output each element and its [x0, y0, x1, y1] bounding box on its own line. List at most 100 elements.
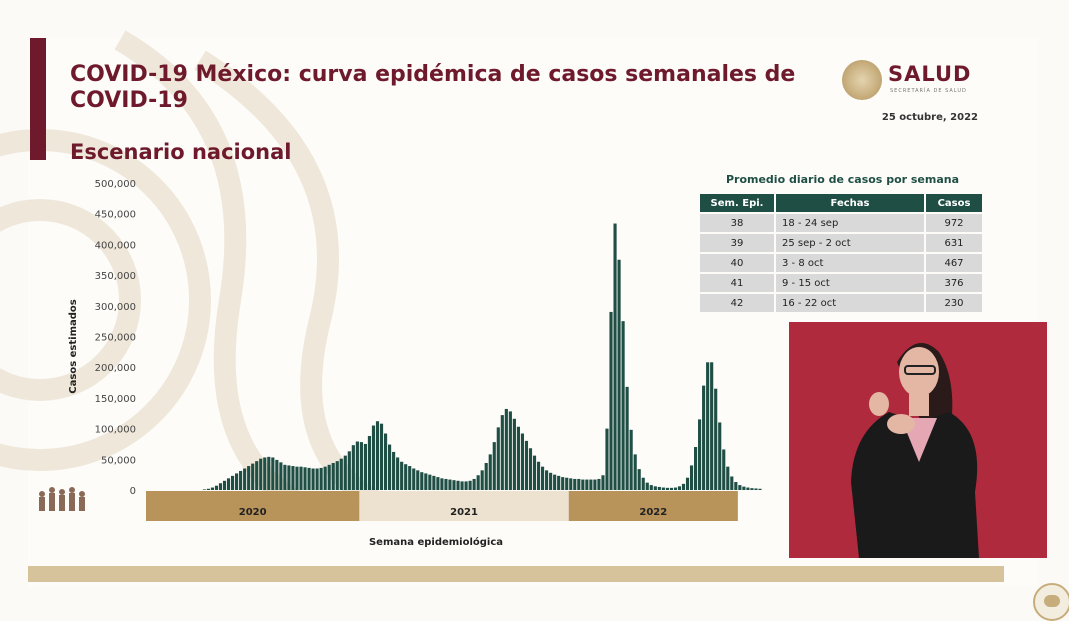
chart-bar	[577, 478, 581, 490]
weekly-cases-table: Sem. Epi. Fechas Casos 38 18 - 24 sep 97…	[698, 192, 984, 314]
cell-dates: 25 sep - 2 oct	[776, 234, 924, 252]
chart-bar	[428, 474, 432, 490]
chart-bar	[275, 459, 279, 490]
chart-bar	[295, 466, 299, 490]
chart-bar	[424, 473, 428, 490]
chart-bar	[673, 487, 678, 490]
chart-bar	[649, 485, 653, 490]
chart-bar	[601, 475, 605, 490]
chart-bar	[689, 465, 694, 490]
table-header-row: Sem. Epi. Fechas Casos	[700, 194, 982, 212]
cell-cases: 467	[926, 254, 982, 272]
chart-bar	[496, 427, 500, 490]
chart-bar	[283, 464, 287, 490]
cell-week: 42	[700, 294, 774, 312]
chart-bar	[452, 480, 456, 490]
chart-bar	[621, 321, 625, 490]
chart-bar	[468, 480, 472, 490]
chart-bar	[629, 429, 633, 490]
chart-bar	[239, 470, 243, 490]
chart-bar	[714, 388, 718, 490]
chart-bar	[339, 458, 343, 490]
chart-bar	[476, 475, 480, 490]
chart-bar	[641, 477, 645, 490]
chart-bar	[549, 472, 553, 490]
chart-bar	[609, 311, 613, 490]
chart-bar	[343, 455, 347, 490]
chart-bar	[524, 440, 529, 490]
chart-bar	[605, 428, 609, 490]
chart-bar	[379, 423, 384, 490]
cell-cases: 972	[926, 214, 982, 232]
chart-bar	[512, 418, 516, 490]
chart-bar	[722, 449, 726, 490]
salud-logo: SALUD SECRETARÍA DE SALUD	[842, 60, 982, 102]
chart-bar	[388, 444, 392, 490]
chart-bar	[706, 362, 710, 490]
chart-bar	[520, 433, 525, 490]
chart-bar	[371, 425, 376, 490]
chart-bar	[613, 223, 617, 490]
chart-bar	[617, 259, 621, 490]
chart-bar	[303, 467, 307, 490]
chart-bar	[677, 486, 682, 490]
chart-bar	[657, 486, 661, 490]
sign-language-interpreter-video	[789, 322, 1047, 558]
y-tick-label: 0	[130, 486, 136, 497]
chart-bar	[694, 447, 698, 490]
y-tick-label: 250,000	[95, 333, 136, 344]
y-tick-label: 450,000	[95, 210, 136, 221]
chart-bar	[516, 426, 520, 490]
chart-bar	[291, 466, 295, 490]
chart-bar	[235, 473, 239, 490]
chart-bar	[742, 486, 746, 490]
cell-cases: 376	[926, 274, 982, 292]
chart-bar	[420, 472, 424, 490]
chart-bar	[456, 480, 460, 490]
chart-bar	[392, 451, 396, 490]
chart-bar	[222, 480, 227, 490]
chart-bar	[335, 461, 339, 490]
chart-bar	[653, 486, 657, 490]
chart-bar	[750, 488, 754, 490]
chart-bar	[734, 482, 738, 490]
chart-bar	[541, 466, 545, 490]
chart-bar	[363, 443, 367, 490]
chart-bar	[460, 481, 464, 490]
chart-bar	[319, 467, 323, 490]
y-tick-label: 300,000	[95, 302, 136, 313]
y-tick-label: 100,000	[95, 425, 136, 436]
year-band	[146, 501, 360, 521]
chart-bar	[557, 475, 561, 490]
chart-bar	[472, 478, 476, 490]
chart-bar	[581, 479, 585, 490]
header-sem-epi: Sem. Epi.	[700, 194, 774, 212]
chart-bar	[532, 455, 537, 490]
year-label: 2020	[239, 507, 267, 518]
chart-bar	[271, 457, 275, 490]
chart-bar	[315, 468, 319, 490]
cell-dates: 3 - 8 oct	[776, 254, 924, 272]
page-subtitle: Escenario nacional	[70, 140, 292, 164]
header-fechas: Fechas	[776, 194, 924, 212]
chart-bar	[698, 419, 702, 490]
footer-bar	[28, 566, 1004, 582]
title-accent-bar	[30, 38, 46, 160]
chart-bar	[492, 442, 496, 490]
year-label: 2021	[450, 507, 478, 518]
chart-bar	[645, 482, 649, 490]
chart-bar	[214, 485, 219, 490]
week-tick-band	[359, 491, 569, 501]
chart-bar	[226, 478, 231, 490]
chart-bar	[726, 466, 730, 490]
cell-week: 39	[700, 234, 774, 252]
chart-bar	[710, 362, 714, 490]
chart-bar	[218, 483, 223, 490]
page-title: COVID-19 México: curva epidémica de caso…	[70, 62, 796, 113]
chart-bar	[504, 408, 508, 490]
chart-bar	[681, 483, 686, 490]
chart-bar	[553, 474, 557, 490]
chart-bar	[432, 475, 436, 490]
chart-bar	[738, 485, 742, 490]
